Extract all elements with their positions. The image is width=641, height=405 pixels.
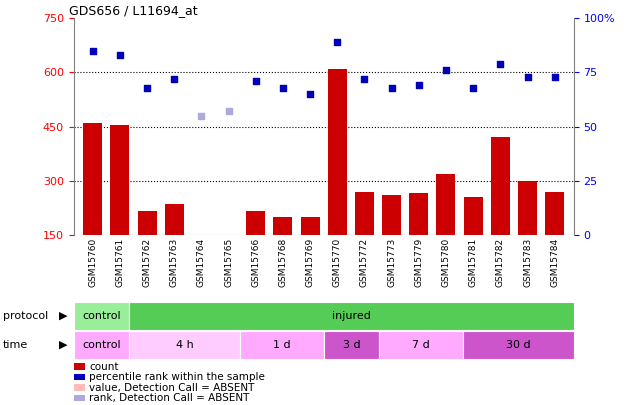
Text: GSM15773: GSM15773: [387, 238, 396, 288]
Bar: [491, 137, 510, 235]
Point: [169, 76, 179, 82]
Text: GSM15780: GSM15780: [442, 238, 451, 288]
Bar: [324, 331, 379, 359]
Bar: [83, 123, 103, 235]
Bar: [382, 195, 401, 235]
Text: ▶: ▶: [59, 340, 67, 350]
Text: GSM15772: GSM15772: [360, 238, 369, 287]
Text: GSM15765: GSM15765: [224, 238, 233, 288]
Bar: [518, 181, 537, 235]
Text: GSM15769: GSM15769: [306, 238, 315, 288]
Point: [88, 47, 98, 54]
Text: GSM15760: GSM15760: [88, 238, 97, 288]
Bar: [355, 192, 374, 235]
Bar: [219, 235, 238, 269]
Bar: [138, 211, 156, 235]
Point: [413, 82, 424, 89]
Point: [387, 84, 397, 91]
Bar: [545, 192, 564, 235]
Text: GSM15781: GSM15781: [469, 238, 478, 288]
Point: [549, 73, 560, 80]
Point: [278, 84, 288, 91]
Point: [305, 91, 315, 97]
Text: control: control: [82, 311, 121, 321]
Text: value, Detection Call = ABSENT: value, Detection Call = ABSENT: [89, 383, 254, 392]
Point: [196, 113, 206, 119]
Text: GSM15763: GSM15763: [170, 238, 179, 288]
Point: [495, 60, 506, 67]
Text: 4 h: 4 h: [176, 340, 194, 350]
Bar: [246, 211, 265, 235]
Text: GSM15764: GSM15764: [197, 238, 206, 287]
Bar: [165, 204, 184, 235]
Text: 7 d: 7 d: [412, 340, 430, 350]
Text: GDS656 / L11694_at: GDS656 / L11694_at: [69, 4, 197, 17]
Text: GSM15782: GSM15782: [496, 238, 505, 287]
Text: 30 d: 30 d: [506, 340, 531, 350]
Text: GSM15783: GSM15783: [523, 238, 532, 288]
Text: GSM15784: GSM15784: [550, 238, 559, 287]
Bar: [301, 217, 320, 235]
Text: percentile rank within the sample: percentile rank within the sample: [89, 372, 265, 382]
Bar: [74, 331, 129, 359]
Text: 3 d: 3 d: [343, 340, 360, 350]
Bar: [74, 302, 129, 330]
Text: 1 d: 1 d: [273, 340, 291, 350]
Bar: [110, 125, 129, 235]
Bar: [437, 173, 456, 235]
Text: count: count: [89, 362, 119, 371]
Bar: [192, 235, 211, 269]
Bar: [410, 193, 428, 235]
Point: [251, 78, 261, 84]
Text: ▶: ▶: [59, 311, 67, 321]
Text: control: control: [82, 340, 121, 350]
Point: [332, 39, 342, 45]
Bar: [328, 69, 347, 235]
Point: [224, 108, 234, 115]
Text: protocol: protocol: [3, 311, 49, 321]
Bar: [463, 331, 574, 359]
Text: GSM15770: GSM15770: [333, 238, 342, 288]
Bar: [129, 331, 240, 359]
Bar: [240, 331, 324, 359]
Bar: [274, 217, 292, 235]
Text: GSM15768: GSM15768: [278, 238, 287, 288]
Text: time: time: [3, 340, 28, 350]
Point: [441, 67, 451, 73]
Bar: [379, 331, 463, 359]
Text: GSM15766: GSM15766: [251, 238, 260, 288]
Point: [468, 84, 478, 91]
Text: GSM15779: GSM15779: [414, 238, 423, 288]
Text: injured: injured: [332, 311, 371, 321]
Bar: [129, 302, 574, 330]
Text: GSM15762: GSM15762: [142, 238, 151, 287]
Point: [522, 73, 533, 80]
Text: GSM15761: GSM15761: [115, 238, 124, 288]
Text: rank, Detection Call = ABSENT: rank, Detection Call = ABSENT: [89, 393, 249, 403]
Point: [142, 84, 152, 91]
Point: [360, 76, 370, 82]
Bar: [463, 197, 483, 235]
Point: [115, 52, 125, 58]
